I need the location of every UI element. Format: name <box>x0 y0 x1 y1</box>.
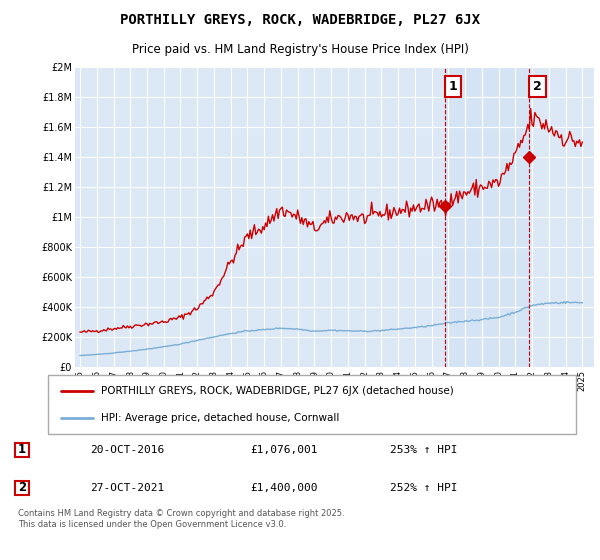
Text: 20-OCT-2016: 20-OCT-2016 <box>90 445 164 455</box>
FancyBboxPatch shape <box>15 443 29 457</box>
Text: 1: 1 <box>18 444 26 456</box>
Text: Contains HM Land Registry data © Crown copyright and database right 2025.
This d: Contains HM Land Registry data © Crown c… <box>18 510 344 529</box>
Text: £1,076,001: £1,076,001 <box>250 445 317 455</box>
Text: 27-OCT-2021: 27-OCT-2021 <box>90 483 164 493</box>
Text: 2: 2 <box>533 80 542 93</box>
Text: PORTHILLY GREYS, ROCK, WADEBRIDGE, PL27 6JX (detached house): PORTHILLY GREYS, ROCK, WADEBRIDGE, PL27 … <box>101 386 454 396</box>
Text: 252% ↑ HPI: 252% ↑ HPI <box>390 483 458 493</box>
Text: PORTHILLY GREYS, ROCK, WADEBRIDGE, PL27 6JX: PORTHILLY GREYS, ROCK, WADEBRIDGE, PL27 … <box>120 13 480 27</box>
Text: 1: 1 <box>449 80 458 93</box>
Text: 253% ↑ HPI: 253% ↑ HPI <box>390 445 458 455</box>
Text: Price paid vs. HM Land Registry's House Price Index (HPI): Price paid vs. HM Land Registry's House … <box>131 43 469 56</box>
Text: HPI: Average price, detached house, Cornwall: HPI: Average price, detached house, Corn… <box>101 413 339 423</box>
FancyBboxPatch shape <box>48 375 576 434</box>
FancyBboxPatch shape <box>15 480 29 494</box>
Text: £1,400,000: £1,400,000 <box>250 483 317 493</box>
Bar <box>445 67 529 367</box>
Text: 2: 2 <box>18 481 26 494</box>
